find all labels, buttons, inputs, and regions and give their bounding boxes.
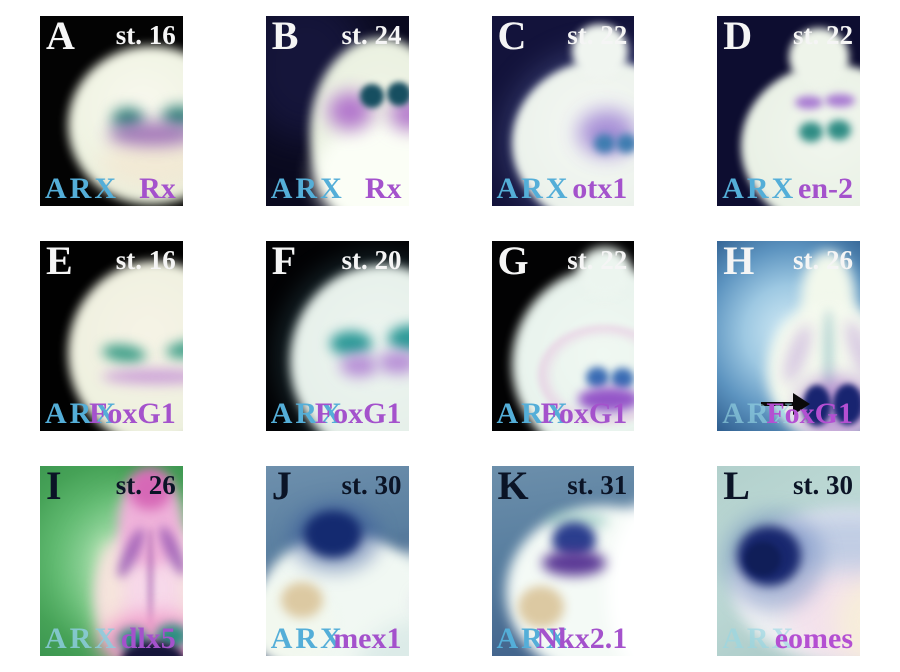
arx-label: ARX [270, 172, 345, 205]
panel-f: F st. 20 ARX FoxG1 [265, 241, 409, 431]
stage-label: st. 22 [793, 20, 853, 50]
embryo-photo-dorsal-st16 [40, 16, 183, 206]
tadpole-head-photo-st31 [492, 466, 635, 656]
panel-letter: L [723, 466, 750, 508]
embryo-photo-anterior-st24 [265, 16, 409, 206]
panel-letter: D [723, 16, 753, 58]
panel-j: J st. 30 ARX mex1 [265, 466, 409, 656]
stage-label: st. 20 [341, 245, 402, 275]
gene-label: dlx5 [120, 622, 176, 655]
arx-label: ARX [45, 622, 119, 655]
panel-letter: I [46, 466, 62, 508]
stage-label: st. 16 [115, 20, 176, 50]
embryo-photo-dorsal-st26 [40, 466, 183, 656]
panel-letter: K [497, 466, 529, 508]
panel-k: K st. 31 ARX Nkx2.1 [491, 466, 635, 656]
gene-label: Rx [139, 172, 176, 205]
stage-label: st. 30 [341, 470, 402, 500]
gene-label: FoxG1 [540, 397, 628, 430]
gene-label: FoxG1 [314, 397, 402, 430]
arx-label: ARX [45, 397, 119, 430]
embryo-photo-dorsal-st16 [40, 241, 183, 431]
arx-label: ARX [496, 397, 571, 430]
panel-h: H st. 26 ARX FoxG1 [717, 241, 860, 431]
gene-label: Rx [364, 172, 402, 205]
panel-letter: E [46, 241, 73, 283]
gene-label: eomes [774, 622, 853, 655]
gene-label: otx1 [572, 172, 628, 205]
panel-d: D st. 22 ARX en-2 [717, 16, 860, 206]
arx-label: ARX [45, 172, 119, 205]
arx-label: ARX [496, 622, 571, 655]
panel-letter: J [271, 466, 292, 508]
stage-label: st. 31 [567, 470, 628, 500]
embryo-photo-anterior-st22 [717, 16, 860, 206]
panel-letter: C [497, 16, 527, 58]
panel-letter: A [46, 16, 75, 58]
panel-e: E st. 16 ARX FoxG1 [40, 241, 183, 431]
stage-label: st. 26 [793, 245, 853, 275]
panel-letter: B [271, 16, 299, 58]
panel-g: G st. 22 ARX FoxG1 [491, 241, 635, 431]
tadpole-head-photo-st30 [265, 466, 409, 656]
arx-label: ARX [722, 622, 797, 655]
embryo-photo-anterior-st20 [266, 241, 409, 431]
gene-label: en-2 [798, 172, 853, 205]
panel-a: A st. 16 ARX Rx [40, 16, 183, 206]
panel-c: C st. 22 ARX otx1 [491, 16, 635, 206]
panel-l: L st. 30 ARX eomes [717, 466, 860, 656]
gene-label: FoxG1 [766, 397, 853, 430]
arx-label: ARX [270, 397, 345, 430]
stage-label: st. 22 [567, 245, 628, 275]
arx-label: ARX [722, 397, 797, 430]
arx-label: ARX [270, 622, 345, 655]
panel-i: I st. 26 ARX dlx5 [40, 466, 183, 656]
stage-label: st. 16 [115, 245, 176, 275]
arx-label: ARX [496, 172, 571, 205]
panel-letter: G [497, 241, 529, 283]
embryo-photo-anterior-st22 [492, 16, 635, 206]
stage-label: st. 22 [567, 20, 628, 50]
gene-label: Nkx2.1 [536, 622, 628, 655]
embryo-photo-anterior-st22 [492, 241, 635, 431]
gene-label: FoxG1 [89, 397, 176, 430]
panel-b: B st. 24 ARX Rx [265, 16, 409, 206]
arx-label: ARX [722, 172, 797, 205]
panel-letter: H [723, 241, 755, 283]
stage-label: st. 30 [793, 470, 853, 500]
stage-label: st. 26 [115, 470, 176, 500]
stage-label: st. 24 [341, 20, 402, 50]
embryo-photo-anterior-st26 [717, 241, 860, 431]
gene-label: mex1 [333, 622, 402, 655]
tadpole-head-photo-st30 [717, 466, 860, 656]
panel-letter: F [271, 241, 297, 283]
